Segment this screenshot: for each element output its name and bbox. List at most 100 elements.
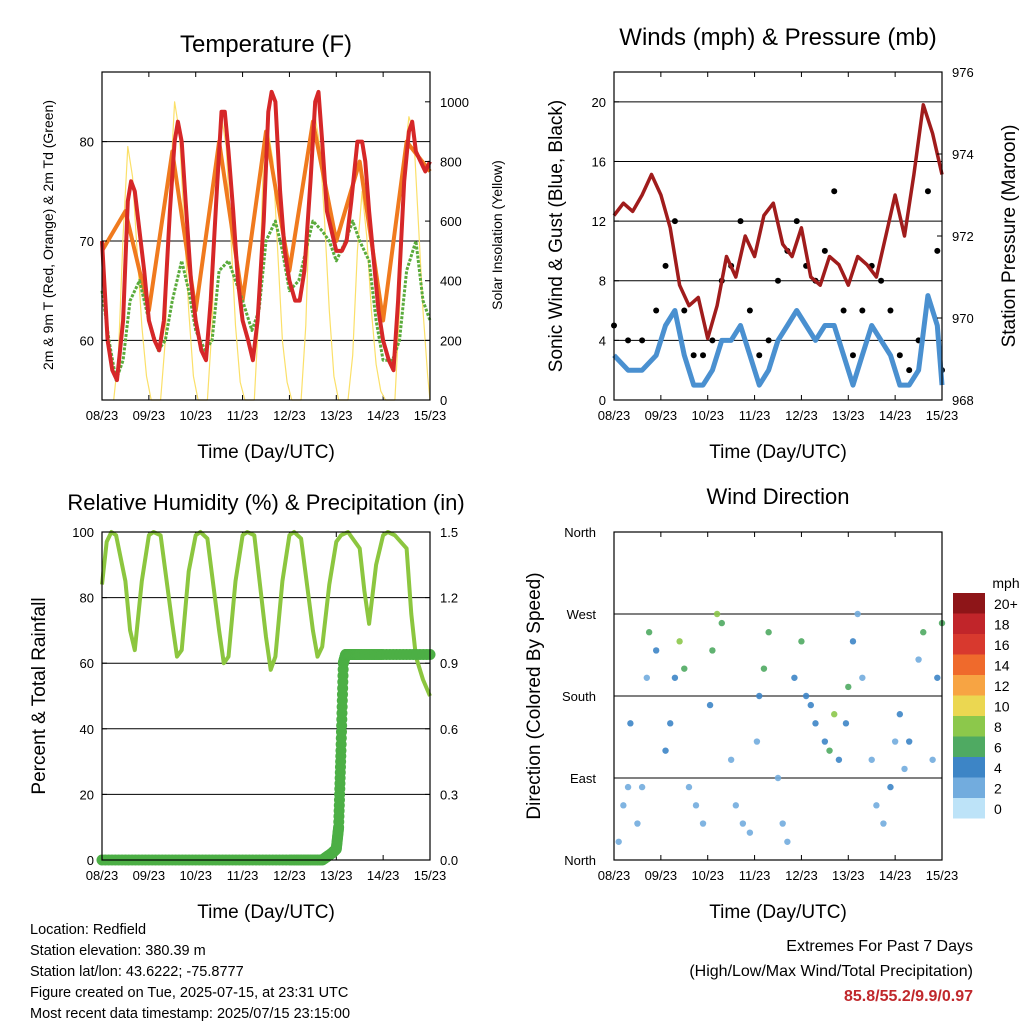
direction-point: [929, 756, 936, 763]
x-tick-label: 13/23: [320, 408, 353, 423]
y2-tick-label: 200: [440, 333, 462, 348]
gust-point: [821, 247, 828, 254]
direction-point: [662, 747, 669, 754]
x-tick-label: 09/23: [645, 868, 678, 883]
gust-point: [934, 247, 941, 254]
direction-point: [821, 738, 829, 745]
temperature-x-axis-label: Time (Day/UTC): [197, 442, 335, 463]
x-tick-label: 08/23: [598, 408, 631, 423]
gust-point: [662, 262, 669, 269]
recent-timestamp: Most recent data timestamp: 2025/07/15 2…: [30, 1006, 351, 1022]
direction-point: [709, 647, 716, 654]
x-tick-label: 10/23: [691, 868, 724, 883]
direction-point: [859, 674, 866, 681]
station-elevation: Station elevation: 380.39 m: [30, 943, 206, 959]
y2-tick-label: 400: [440, 274, 462, 289]
x-tick-label: 15/23: [414, 868, 447, 883]
winds-left-axis-label: Sonic Wind & Gust (Blue, Black): [546, 100, 567, 372]
y-tick-label: 8: [599, 274, 606, 289]
gust-point: [746, 307, 753, 314]
gust-point: [653, 307, 660, 314]
legend-swatch: [953, 757, 985, 778]
legend-label: 8: [994, 719, 1002, 735]
direction-point: [681, 665, 688, 672]
y2-tick-label: 1000: [440, 95, 469, 110]
y-tick-label: North: [564, 853, 596, 868]
direction-panel: Wind Direction Time (Day/UTC) Direction …: [524, 484, 1020, 923]
direction-point: [760, 665, 768, 672]
gust-point: [840, 307, 847, 314]
direction-point: [699, 820, 707, 827]
x-tick-label: 10/23: [179, 408, 212, 423]
winds-right-axis-label: Station Pressure (Maroon): [999, 125, 1020, 348]
direction-point: [652, 647, 660, 654]
gust-point: [690, 352, 697, 359]
direction-point: [718, 619, 725, 627]
station-latlon: Station lat/lon: 43.6222; -75.8777: [30, 964, 244, 980]
temperature-plot-area: 08/23 09/23 10/23 11/23 12/23 13/23 14/23 15/23…: [80, 71, 469, 423]
x-tick-label: 11/23: [739, 868, 771, 883]
x-tick-label: 11/23: [227, 408, 259, 423]
direction-point: [891, 738, 899, 745]
y-tick-label: 100: [72, 525, 94, 540]
direction-point: [920, 629, 927, 636]
extremes-heading: Extremes For Past 7 Days: [786, 938, 973, 955]
y2-tick-label: 0.3: [440, 787, 458, 802]
x-tick-label: 15/23: [926, 868, 959, 883]
winds-title: Winds (mph) & Pressure (mb): [619, 24, 936, 51]
x-tick-label: 09/23: [645, 408, 678, 423]
direction-point: [915, 656, 922, 663]
y-tick-label: 12: [592, 214, 606, 229]
direction-point: [873, 802, 880, 809]
direction-point: [634, 820, 641, 827]
y2-tick-label: 974: [952, 147, 974, 162]
direction-point: [671, 674, 679, 681]
x-tick-label: 13/23: [320, 868, 353, 883]
x-tick-label: 12/23: [785, 868, 818, 883]
gust-point: [700, 352, 707, 359]
extremes-box: Extremes For Past 7 Days (High/Low/Max W…: [689, 934, 973, 1009]
direction-point: [849, 638, 857, 645]
direction-point: [667, 720, 674, 727]
legend-label: 4: [994, 760, 1002, 776]
x-tick-label: 11/23: [739, 408, 771, 423]
y-tick-label: East: [570, 771, 596, 786]
direction-point: [756, 692, 763, 700]
extremes-legend: (High/Low/Max Wind/Total Precipitation): [689, 963, 973, 980]
humidity-panel: Relative Humidity (%) & Precipitation (i…: [29, 490, 465, 923]
direction-point: [727, 756, 735, 763]
y2-tick-label: 1.5: [440, 525, 458, 540]
direction-point: [746, 829, 754, 836]
series-2m-t: [100, 89, 432, 383]
x-tick-label: 08/23: [86, 868, 119, 883]
gust-point: [831, 188, 838, 195]
direction-point: [779, 820, 786, 827]
gust-point: [709, 337, 716, 344]
x-tick-label: 11/23: [227, 868, 259, 883]
x-tick-label: 08/23: [598, 868, 631, 883]
y-tick-label: 80: [80, 135, 94, 150]
temperature-right-axis-label: Solar Insolation (Yellow): [489, 160, 505, 310]
direction-point: [624, 783, 632, 791]
y2-tick-label: 800: [440, 154, 462, 169]
gust-point: [639, 337, 646, 344]
station-info: Location: Redfield Station elevation: 38…: [30, 920, 350, 1025]
direction-point: [643, 674, 650, 681]
legend-label: 0: [994, 801, 1002, 817]
y2-tick-label: 972: [952, 229, 974, 244]
gust-point: [896, 352, 903, 359]
plot-frame: [101, 71, 431, 401]
y-tick-label: South: [562, 689, 596, 704]
legend-swatch: [953, 736, 985, 757]
direction-point: [835, 756, 843, 763]
direction-point: [826, 747, 833, 754]
legend-label: 16: [994, 637, 1010, 653]
x-tick-label: 10/23: [691, 408, 724, 423]
legend-swatch: [953, 798, 985, 819]
y-tick-label: 20: [592, 95, 606, 110]
direction-point: [807, 701, 814, 709]
y2-tick-label: 1.2: [440, 591, 458, 606]
y2-tick-label: 976: [952, 65, 974, 80]
direction-point: [685, 783, 693, 791]
x-tick-label: 09/23: [133, 868, 166, 883]
